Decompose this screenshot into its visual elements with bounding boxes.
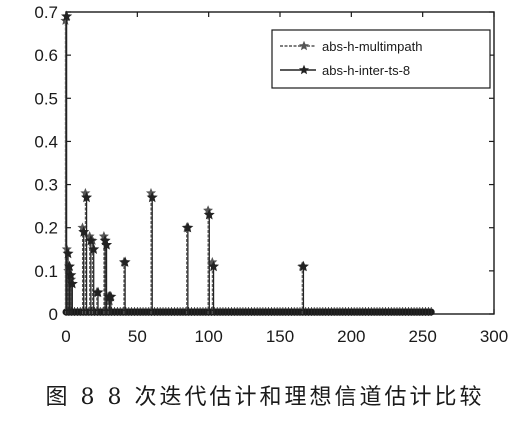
stem-marker bbox=[182, 221, 194, 233]
x-tick-label: 50 bbox=[128, 327, 147, 346]
y-tick-label: 0.5 bbox=[34, 89, 58, 108]
stem-marker bbox=[81, 191, 93, 203]
x-tick-label: 200 bbox=[337, 327, 365, 346]
stem-marker bbox=[119, 256, 131, 267]
y-tick-label: 0.7 bbox=[34, 3, 58, 22]
stem-marker bbox=[62, 247, 74, 259]
y-tick-label: 0.4 bbox=[34, 132, 58, 151]
stem-marker bbox=[61, 10, 73, 22]
stem-marker bbox=[92, 286, 104, 298]
x-tick-label: 0 bbox=[61, 327, 70, 346]
figure-caption: 图 8 8 次迭代估计和理想信道估计比较 bbox=[45, 385, 485, 410]
stem-marker bbox=[65, 269, 77, 280]
y-tick-label: 0.2 bbox=[34, 219, 58, 238]
legend-label: abs-h-inter-ts-8 bbox=[322, 63, 410, 78]
stem-marker bbox=[203, 209, 215, 220]
y-tick-label: 0 bbox=[49, 305, 58, 324]
legend-star-marker bbox=[298, 64, 310, 75]
stem-marker bbox=[66, 278, 78, 289]
y-tick-label: 0.6 bbox=[34, 46, 58, 65]
x-tick-label: 150 bbox=[266, 327, 294, 346]
stem-plot: 0 50 100 150 200 250 300 0 0.1 0.2 0.3 0.4 0.5 0.6 0.7… bbox=[34, 3, 508, 346]
legend-label: abs-h-multimpath bbox=[322, 39, 422, 54]
legend: abs-h-multimpath abs-h-inter-ts-8 bbox=[271, 29, 491, 89]
stem-marker bbox=[297, 260, 309, 272]
x-tick-label: 100 bbox=[194, 327, 222, 346]
y-tick-label: 0.3 bbox=[34, 176, 58, 195]
chart: 0 50 100 150 200 250 300 0 0.1 0.2 0.3 0.4 0.5 0.6 0.7… bbox=[34, 3, 508, 346]
legend-star-marker bbox=[298, 40, 310, 51]
stem-marker bbox=[105, 290, 117, 302]
y-tick-label: 0.1 bbox=[34, 262, 58, 281]
stem-marker bbox=[85, 234, 97, 246]
stem-marker bbox=[101, 239, 113, 250]
stem-marker bbox=[63, 260, 75, 272]
x-tick-label: 250 bbox=[408, 327, 436, 346]
stem-marker bbox=[88, 243, 100, 254]
stem-marker bbox=[146, 191, 158, 203]
x-tick-label: 300 bbox=[480, 327, 508, 346]
stem-marker bbox=[208, 260, 220, 272]
